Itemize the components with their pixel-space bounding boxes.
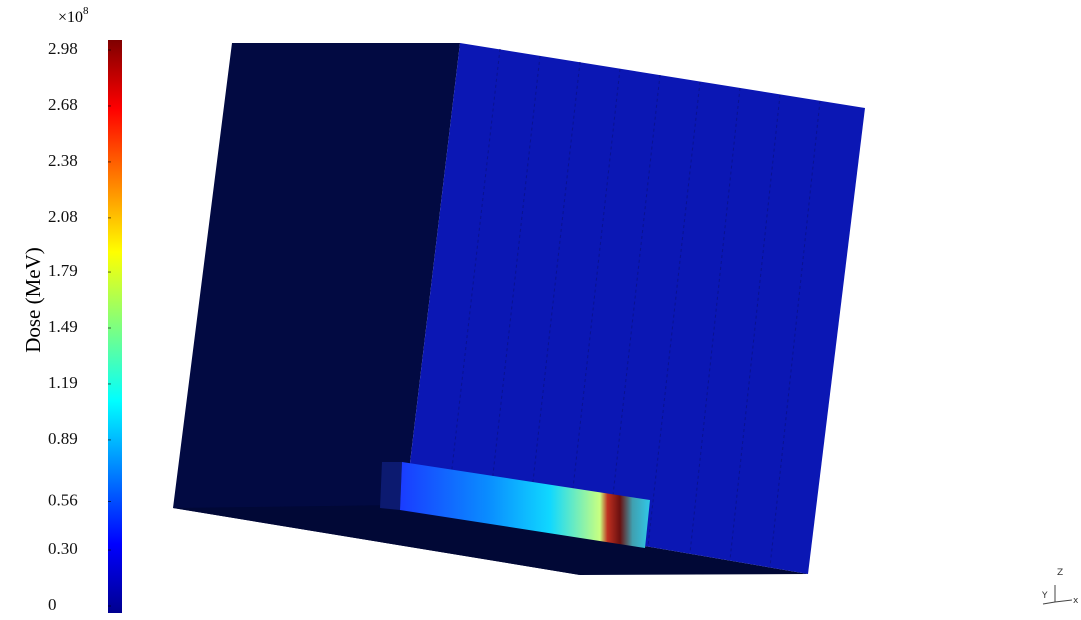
tick-label: 0.56 [48, 490, 78, 509]
colorbar [108, 40, 122, 613]
colorbar-label: Dose (MeV) [21, 247, 45, 353]
tick-label: 0.30 [48, 539, 78, 558]
tick-label: 2.38 [48, 151, 78, 170]
triad-x: x [1073, 596, 1079, 606]
tick-label: 0.89 [48, 429, 78, 448]
exponent: 8 [83, 5, 89, 17]
tick-label: 1.49 [48, 317, 78, 336]
colorbar-multiplier: ×108 [58, 5, 89, 26]
tick-label: 0 [48, 595, 57, 614]
tick-label: 1.19 [48, 373, 78, 392]
scene: Dose (MeV) ×108 0 0.30 0.56 0.89 1.19 1.49 1.7… [0, 0, 1081, 615]
tick-label: 2.68 [48, 95, 78, 114]
colorbar-ticks: 0 0.30 0.56 0.89 1.19 1.49 1.79 2.08 2.38 2.68 2.9… [48, 39, 111, 614]
tick-label: 1.79 [48, 261, 78, 280]
tick-label: 2.08 [48, 207, 78, 226]
multiplier: ×10 [58, 9, 83, 26]
strip-side [380, 462, 402, 510]
triad-y: Y [1041, 591, 1048, 601]
tick-label: 2.98 [48, 39, 78, 58]
triad-z: Z [1057, 568, 1063, 578]
